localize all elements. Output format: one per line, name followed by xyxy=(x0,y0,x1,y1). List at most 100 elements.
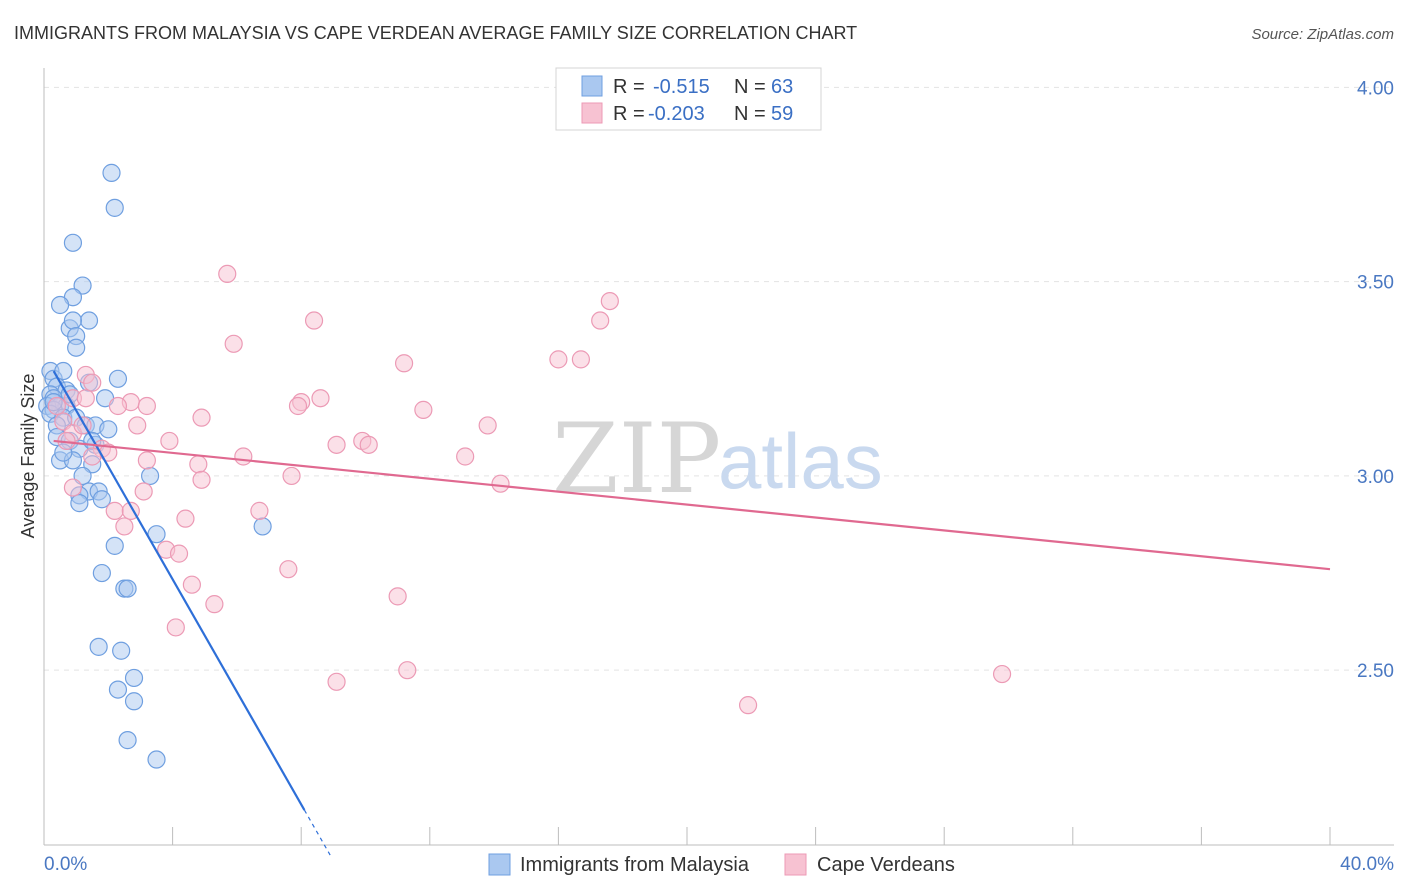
trend-line-capeverde xyxy=(53,439,1331,571)
malaysia-point-49 xyxy=(92,563,111,583)
capeverde-point-33 xyxy=(189,455,208,474)
capeverde-point-48 xyxy=(388,587,407,606)
capeverde-point-35 xyxy=(192,470,211,489)
capeverde-point-2 xyxy=(304,311,324,330)
malaysia-point-3 xyxy=(73,276,92,295)
capeverde-point-52 xyxy=(327,672,346,691)
malaysia-point-45 xyxy=(70,494,89,513)
capeverde-point-40 xyxy=(105,501,124,520)
legend-n-label-capeverde: N = xyxy=(734,103,766,125)
capeverde-point-42 xyxy=(176,509,195,528)
capeverde-point-14 xyxy=(288,396,308,416)
y-axis-label: Average Family Size xyxy=(18,374,38,539)
capeverde-point-15 xyxy=(108,396,128,416)
capeverde-point-43 xyxy=(115,517,134,536)
capeverde-point-34 xyxy=(282,466,301,486)
capeverde-point-47 xyxy=(182,575,201,594)
watermark: ZIP atlas xyxy=(552,403,883,515)
capeverde-point-32 xyxy=(137,451,156,470)
capeverde-point-39 xyxy=(250,501,269,520)
gridlines xyxy=(44,86,1394,671)
capeverde-point-37 xyxy=(63,478,83,497)
malaysia-point-14 xyxy=(108,369,128,388)
y-tick-label-0: 2.50 xyxy=(1357,661,1394,682)
malaysia-point-0 xyxy=(102,163,121,182)
x-tick-marks xyxy=(43,827,1331,845)
legend-r-label-malaysia: R = xyxy=(613,76,645,98)
legend-n-value-malaysia: 63 xyxy=(771,76,793,98)
malaysia-point-44 xyxy=(92,490,111,509)
capeverde-point-12 xyxy=(311,389,330,408)
y-tick-labels: 2.50 3.00 3.50 4.00 xyxy=(1357,78,1394,682)
legend-swatch-malaysia xyxy=(581,75,603,97)
malaysia-point-39 xyxy=(73,466,92,486)
capeverde-point-19 xyxy=(54,412,73,431)
series-malaysia-points xyxy=(38,163,272,769)
capeverde-point-45 xyxy=(169,544,189,563)
y-tick-label-1: 3.00 xyxy=(1357,467,1394,488)
capeverde-point-10 xyxy=(76,389,95,408)
capeverde-point-54 xyxy=(738,696,758,715)
malaysia-point-55 xyxy=(108,680,128,699)
x-tick-label-min: 0.0% xyxy=(44,854,87,875)
malaysia-point-31 xyxy=(99,420,118,439)
malaysia-point-56 xyxy=(124,692,144,711)
capeverde-point-0 xyxy=(218,264,237,284)
trend-lines xyxy=(52,370,1331,856)
capeverde-point-31 xyxy=(456,447,475,466)
legend-r-label-capeverde: R = xyxy=(613,103,645,125)
watermark-atlas: atlas xyxy=(718,417,883,505)
capeverde-point-24 xyxy=(160,431,179,451)
capeverde-point-38 xyxy=(134,482,153,501)
watermark-zip: ZIP xyxy=(552,403,721,515)
capeverde-point-56 xyxy=(83,447,102,466)
y-tick-label-2: 3.50 xyxy=(1357,273,1394,294)
capeverde-point-50 xyxy=(166,618,185,637)
capeverde-point-36 xyxy=(491,474,510,493)
y-tick-label-3: 4.00 xyxy=(1357,78,1394,99)
malaysia-point-51 xyxy=(118,579,137,598)
malaysia-point-40 xyxy=(140,466,160,486)
capeverde-point-26 xyxy=(327,435,346,454)
malaysia-point-2 xyxy=(63,233,83,252)
x-tick-label-max: 40.0% xyxy=(1340,854,1394,875)
malaysia-point-52 xyxy=(89,637,108,656)
malaysia-point-58 xyxy=(147,750,166,769)
malaysia-point-1 xyxy=(105,198,124,217)
capeverde-point-17 xyxy=(414,400,433,419)
capeverde-point-46 xyxy=(279,560,298,579)
legend-box: R = -0.515 N = 63 R = -0.203 N = 59 xyxy=(555,67,822,131)
chart-title: IMMIGRANTS FROM MALAYSIA VS CAPE VERDEAN… xyxy=(14,23,857,43)
capeverde-point-16 xyxy=(137,396,156,416)
legend-n-value-capeverde: 59 xyxy=(771,103,793,125)
legend-r-value-malaysia: -0.515 xyxy=(653,76,710,98)
malaysia-point-54 xyxy=(124,668,144,688)
capeverde-point-20 xyxy=(478,416,497,435)
capeverde-point-57 xyxy=(47,396,66,416)
bottom-legend-label-capeverde: Cape Verdeans xyxy=(817,854,955,876)
capeverde-point-27 xyxy=(359,435,378,454)
malaysia-point-8 xyxy=(63,311,83,330)
malaysia-point-48 xyxy=(105,536,124,555)
bottom-legend: Immigrants from Malaysia Cape Verdeans xyxy=(488,853,955,876)
malaysia-point-10 xyxy=(67,338,86,357)
chart-source: Source: ZipAtlas.com xyxy=(1251,26,1394,43)
capeverde-point-55 xyxy=(571,350,591,369)
capeverde-point-1 xyxy=(600,292,619,311)
capeverde-point-18 xyxy=(192,408,211,427)
capeverde-point-5 xyxy=(549,350,568,369)
bottom-legend-swatch-malaysia xyxy=(488,853,511,876)
capeverde-point-51 xyxy=(398,661,417,680)
capeverde-point-8 xyxy=(83,373,102,392)
legend-r-value-capeverde: -0.203 xyxy=(648,103,705,125)
capeverde-point-6 xyxy=(394,354,414,373)
capeverde-point-30 xyxy=(234,447,253,466)
legend-swatch-capeverde xyxy=(581,102,603,124)
malaysia-point-47 xyxy=(253,517,272,536)
trend-line-malaysia xyxy=(52,370,306,811)
bottom-legend-label-malaysia: Immigrants from Malaysia xyxy=(520,854,750,876)
capeverde-point-53 xyxy=(992,664,1012,684)
capeverde-point-3 xyxy=(591,311,610,330)
bottom-legend-swatch-capeverde xyxy=(784,853,807,876)
